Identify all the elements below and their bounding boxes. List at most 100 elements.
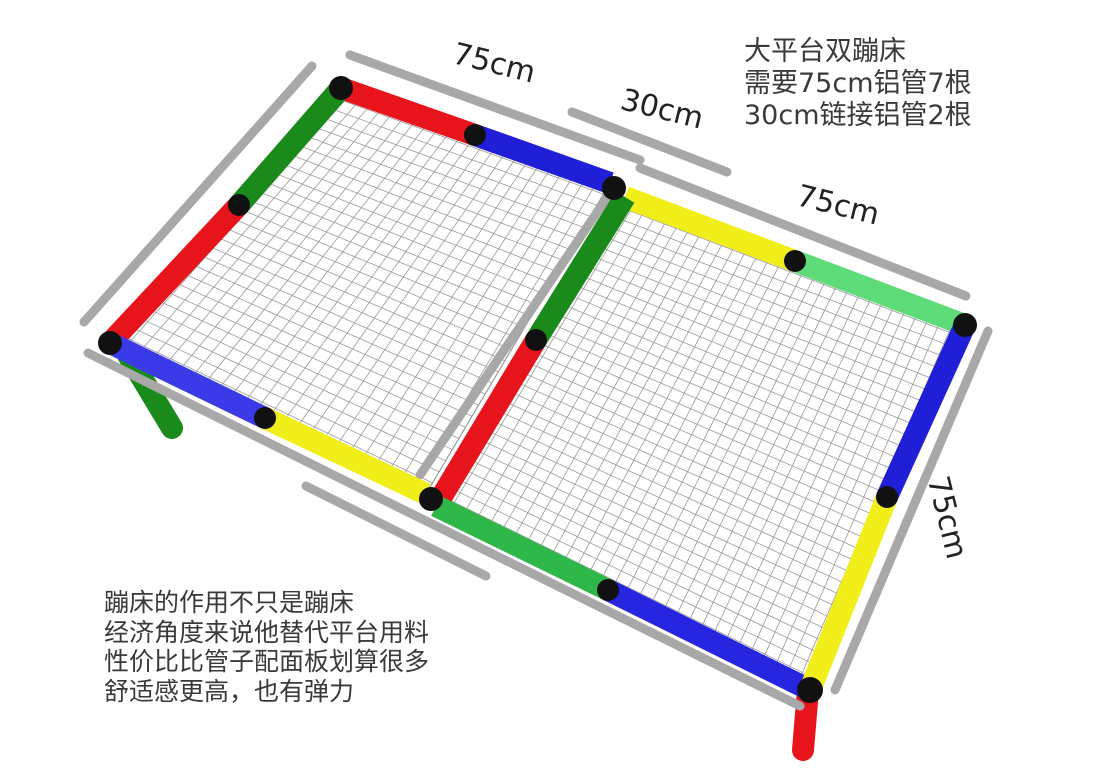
mesh-line (601, 235, 946, 371)
mesh-line (324, 105, 597, 206)
connector (597, 579, 619, 601)
mesh-line (453, 476, 825, 657)
connector (228, 194, 250, 216)
mesh-line (553, 312, 908, 463)
mesh-line (577, 273, 927, 417)
connector (784, 250, 806, 272)
mesh-line (471, 447, 840, 622)
mesh-line (571, 283, 922, 429)
rail-front (83, 348, 421, 521)
mesh-line (258, 178, 545, 295)
mesh-line (548, 322, 903, 474)
title-line: 大平台双蹦床 (744, 36, 906, 67)
mesh-line (607, 225, 951, 360)
mesh-line (332, 96, 604, 195)
tube-left-green (230, 80, 350, 213)
frame-tubes (101, 77, 976, 700)
mesh-line (459, 467, 830, 645)
description-line: 舒适感更高，也有弹力 (104, 676, 355, 706)
tube-right-yellow (799, 492, 898, 695)
tube-mid-red (426, 334, 546, 512)
tube-top-yellow (621, 186, 799, 272)
rail-top-left (345, 50, 645, 165)
tube-bottom-blue (603, 580, 815, 700)
mesh-line (488, 418, 854, 588)
mesh-line (233, 206, 525, 328)
connector (254, 407, 276, 429)
mesh-line (530, 351, 888, 508)
mesh-line (142, 306, 453, 450)
mesh-line (524, 360, 883, 520)
mesh-line (307, 124, 584, 228)
title-note: 大平台双蹦床 需要75cm铝管7根 30cm链接铝管2根 (744, 36, 972, 132)
mesh-line (477, 438, 845, 611)
mesh-line (208, 233, 506, 362)
mesh-line (542, 331, 898, 486)
mesh-line (118, 333, 433, 484)
mesh-line (447, 486, 820, 668)
mesh-line (500, 399, 864, 565)
mesh-line (559, 302, 912, 451)
mesh-line (512, 380, 874, 543)
rail-top-right (635, 163, 971, 301)
title-line: 需要75cm铝管7根 (744, 67, 972, 99)
rail-30cm (567, 107, 732, 177)
rail-front-30cm (301, 481, 491, 581)
tube-front-yellow (260, 408, 431, 504)
mesh-line (192, 251, 492, 384)
rail-bottom (411, 511, 805, 711)
mesh-line (299, 133, 578, 239)
connector (953, 313, 977, 337)
mesh-line (618, 206, 961, 337)
rail-divider (415, 191, 613, 480)
connector (464, 124, 486, 146)
mesh-line (225, 215, 519, 339)
mesh-line (441, 495, 816, 679)
mesh-line (316, 114, 591, 217)
description-line: 经济角度来说他替代平台用料 (104, 617, 430, 647)
rail-right (830, 326, 993, 695)
tube-front-blue (105, 333, 270, 428)
mesh-line (589, 254, 937, 394)
mesh-line (159, 287, 466, 428)
tube-right-blue (876, 320, 976, 502)
mesh-line (217, 224, 512, 350)
mesh-line (613, 215, 956, 349)
mesh-line (184, 260, 486, 395)
mesh-line (595, 244, 941, 383)
mesh-line (151, 297, 460, 439)
connector (525, 329, 547, 351)
mesh-line (274, 160, 558, 273)
mesh-line (518, 370, 878, 531)
mesh-line (167, 278, 473, 417)
mesh-line (250, 187, 538, 306)
mesh-line (565, 293, 917, 440)
aluminum-rails (79, 50, 993, 711)
mesh-line (465, 457, 835, 634)
connector (602, 176, 626, 200)
tube-top-red (337, 77, 479, 146)
mesh-line (536, 341, 893, 497)
connector (98, 331, 122, 355)
tube-top-blue (471, 124, 614, 194)
connector (876, 486, 898, 508)
mesh-line (266, 169, 552, 284)
mesh-line (494, 409, 859, 577)
description-line: 蹦床的作用不只是蹦床 (104, 588, 355, 617)
mesh-line (134, 315, 446, 462)
mesh-line (200, 242, 499, 373)
description-note: 蹦床的作用不只是蹦床 经济角度来说他替代平台用料 性价比比管子配面板划算很多 舒… (104, 588, 429, 706)
tube-bottom-green (431, 496, 613, 600)
tube-top-lightgreen (791, 250, 969, 336)
description-line: 性价比比管子配面板划算很多 (104, 647, 430, 676)
connectors (98, 76, 977, 703)
tube-left-red (101, 197, 248, 351)
mesh-line (283, 151, 565, 262)
connector (419, 487, 443, 511)
mesh-line (583, 264, 932, 406)
mesh-line (506, 389, 869, 554)
connector (797, 677, 823, 703)
mesh-line (483, 428, 849, 600)
tube-mid-green (526, 191, 635, 346)
